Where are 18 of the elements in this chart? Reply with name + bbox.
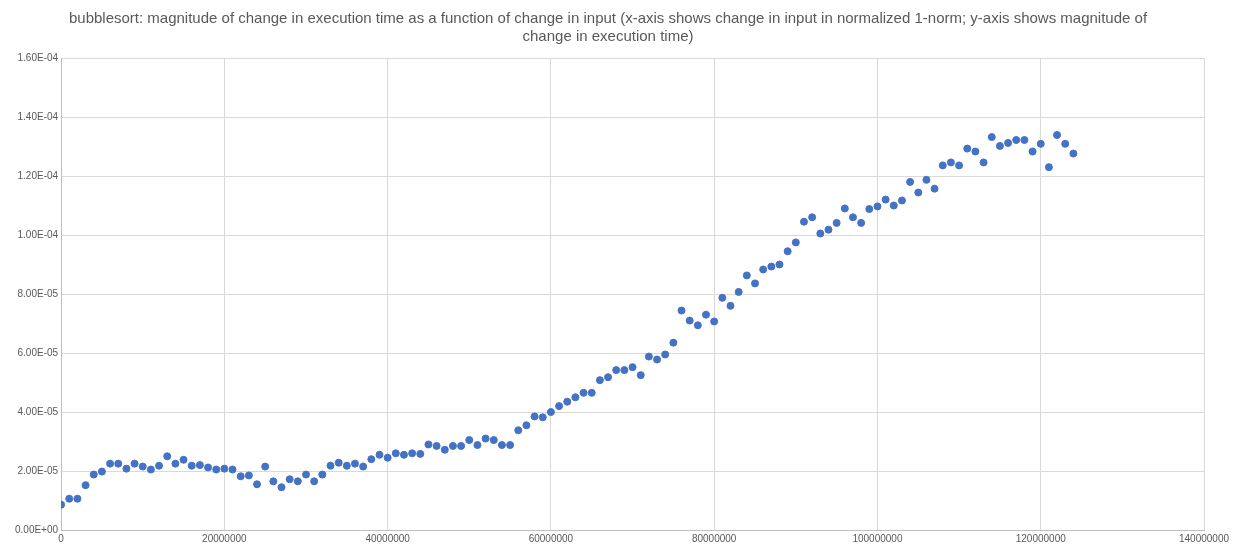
y-tick-label: 1.20E-04: [17, 169, 59, 181]
x-tick-label: 120000000: [1015, 532, 1067, 544]
y-tick-label: 2.00E-05: [17, 464, 59, 476]
x-tick-label: 140000000: [1178, 532, 1230, 544]
x-tick-label: 60000000: [528, 532, 574, 544]
chart-title: bubblesort: magnitude of change in execution time as a function of change in input (x-axis shows change in input in normalized 1-norm; y-axis shows magnitude of change in execution time): [68, 9, 1148, 45]
x-tick-label: 100000000: [852, 532, 903, 544]
y-tick-label: 6.00E-05: [17, 346, 59, 358]
y-tick-label: 8.00E-05: [17, 287, 59, 299]
y-tick-label: 1.60E-04: [17, 51, 59, 63]
x-tick-label: 20000000: [202, 532, 248, 544]
y-tick-label: 1.00E-04: [17, 228, 59, 240]
x-tick-label: 0: [58, 532, 65, 544]
y-tick-label: 4.00E-05: [17, 405, 59, 417]
y-tick-label: 0.00E+00: [14, 523, 59, 535]
x-tick-label: 40000000: [365, 532, 411, 544]
x-tick-label: 80000000: [691, 532, 737, 544]
y-tick-label: 1.40E-04: [17, 110, 59, 122]
